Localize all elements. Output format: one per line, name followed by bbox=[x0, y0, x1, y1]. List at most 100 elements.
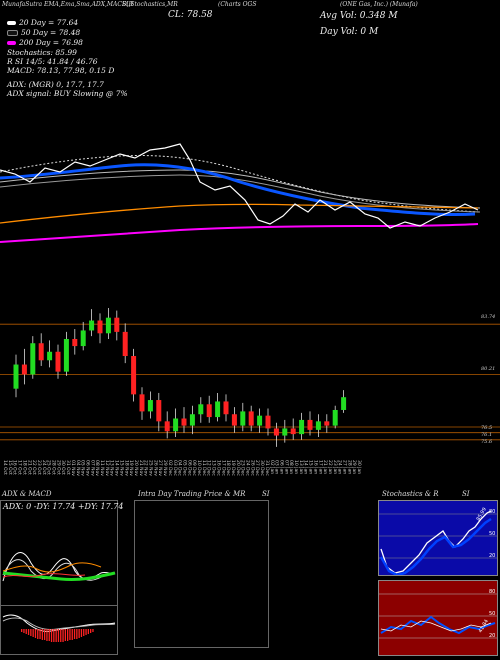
rsi-panel: 80 50 20 41.84 bbox=[378, 580, 498, 656]
candle-body bbox=[307, 419, 313, 430]
candle-body bbox=[315, 421, 321, 430]
date-tick-label: 18 Oct bbox=[21, 460, 27, 475]
candle-body bbox=[38, 343, 44, 361]
date-tick-label: 26 Nov bbox=[152, 460, 158, 476]
avg-volume: Avg Vol: 0.348 M bbox=[320, 11, 398, 21]
date-tick-label: 04 Dec bbox=[177, 460, 183, 476]
candle-body bbox=[13, 364, 19, 389]
candle-body bbox=[80, 330, 86, 347]
date-tick-label: 24 Dec bbox=[245, 460, 251, 476]
date-tick-label: 29 Oct bbox=[55, 460, 61, 475]
date-tick-label: 30 Jan bbox=[356, 460, 362, 474]
date-tick-label: 07 Nov bbox=[89, 460, 95, 476]
candle-body bbox=[240, 411, 246, 426]
candle-body bbox=[173, 418, 179, 432]
close-price: CL: 78.58 bbox=[168, 10, 213, 20]
macd-histogram-bar bbox=[85, 629, 87, 635]
candle-body bbox=[105, 317, 111, 334]
intraday-title: Intra Day Trading Price & MR bbox=[138, 490, 246, 498]
candle-body bbox=[265, 415, 271, 429]
macd-histogram-bar bbox=[62, 629, 64, 642]
date-tick-label: 18 Dec bbox=[225, 460, 231, 476]
header-indicators: SI,Stochastics,MR bbox=[122, 1, 178, 8]
candle-body bbox=[89, 320, 95, 331]
macd-histogram-bar bbox=[32, 629, 34, 637]
sma-gray-line-1 bbox=[0, 169, 481, 209]
ema50-blue-line bbox=[0, 163, 476, 217]
adx-macd-panel: ADX: 0 -DY: 17.74 +DY: 17.74 bbox=[0, 500, 123, 655]
macd-histogram-bar bbox=[50, 629, 53, 642]
stochastics-si: SI bbox=[462, 490, 470, 498]
candle-body bbox=[139, 394, 145, 412]
date-tick-label: 17 Dec bbox=[220, 460, 226, 476]
candle-body bbox=[273, 428, 279, 436]
legend-ema20: 20 Day = 77.64 bbox=[7, 18, 78, 27]
candle-body bbox=[257, 415, 263, 426]
date-tick-label: 05 Nov bbox=[80, 460, 86, 476]
date-tick-label: 23 Jan bbox=[332, 460, 338, 474]
date-tick-label: 27 Nov bbox=[157, 460, 163, 476]
date-tick-label: 15 Jan bbox=[308, 460, 314, 474]
candle-body bbox=[114, 317, 120, 332]
legend-adx: ADX: (MGR) 0, 17.7, 17.7 bbox=[7, 80, 104, 89]
ema-orange-line bbox=[0, 203, 479, 224]
macd-histogram-bar bbox=[73, 629, 76, 639]
stochastics-title: Stochastics & R bbox=[382, 490, 439, 498]
price-level-76-1: 76.1 bbox=[481, 432, 493, 438]
stoch-tick-50: 50 bbox=[489, 531, 495, 537]
candle-body bbox=[290, 428, 296, 435]
date-tick-label: 31 Dec bbox=[264, 460, 270, 476]
candle-body bbox=[47, 351, 53, 361]
macd-histogram-bar bbox=[80, 629, 83, 637]
candle-body bbox=[164, 421, 170, 432]
date-tick-label: 06 Jan bbox=[278, 460, 284, 474]
date-tick-label: 03 Dec bbox=[172, 460, 178, 476]
macd-histogram-bar bbox=[23, 629, 25, 633]
moving-average-chart bbox=[0, 143, 481, 243]
candle-body bbox=[206, 404, 212, 418]
day-volume: Day Vol: 0 M bbox=[320, 27, 379, 37]
date-tick-label: 30 Oct bbox=[60, 460, 66, 475]
macd-histogram-bar bbox=[57, 629, 60, 642]
macd-histogram-bar bbox=[27, 629, 30, 635]
date-tick-label: 27 Jan bbox=[342, 460, 348, 474]
macd-histogram-bar bbox=[87, 629, 89, 634]
date-tick-label: 16 Jan bbox=[312, 460, 318, 474]
date-tick-label: 11 Nov bbox=[99, 460, 105, 476]
date-tick-label: 22 Nov bbox=[143, 460, 149, 476]
macd-histogram-bar bbox=[67, 629, 69, 641]
ema200-label: 200 Day = 76.98 bbox=[19, 38, 83, 47]
date-tick-label: 13 Jan bbox=[298, 460, 304, 474]
date-tick-label: 06 Nov bbox=[84, 460, 90, 476]
macd-histogram-bar bbox=[46, 629, 48, 641]
price-level-76-5: 76.5 bbox=[481, 425, 493, 431]
rsi-chart: 80 50 20 41.84 bbox=[379, 589, 497, 639]
macd-histogram-bar bbox=[69, 629, 71, 640]
rsi-tick-20: 20 bbox=[489, 633, 495, 639]
candle-body bbox=[147, 400, 153, 412]
rsi-blue-line bbox=[380, 615, 496, 635]
macd-histogram-bar bbox=[60, 629, 62, 642]
ema200-swatch bbox=[7, 41, 16, 45]
macd-histogram-bar bbox=[83, 629, 85, 636]
date-tick-label: 13 Nov bbox=[109, 460, 115, 476]
macd-histogram-bar bbox=[78, 629, 80, 638]
candlestick-panel: 83.74 80.21 76.5 76.1 75.6 bbox=[0, 307, 500, 460]
adx-macd-divider bbox=[1, 605, 117, 606]
date-tick-label: 25 Oct bbox=[46, 460, 52, 475]
stochastics-panel: 80 50 20 85.99 bbox=[378, 500, 498, 576]
legend-stochastics: Stochastics: 85.99 bbox=[7, 48, 77, 57]
date-tick-label: 10 Dec bbox=[196, 460, 202, 476]
adx-chart bbox=[2, 552, 116, 582]
date-tick-label: 29 Jan bbox=[351, 460, 357, 474]
date-tick-label: 20 Dec bbox=[235, 460, 241, 476]
macd-histogram-bar bbox=[76, 629, 78, 639]
legend-ema50: 50 Day = 78.48 bbox=[7, 28, 80, 37]
macd-histogram-bar bbox=[71, 629, 73, 640]
candle-body bbox=[72, 338, 78, 347]
date-tick-label: 19 Dec bbox=[230, 460, 236, 476]
price-level-83-74: 83.74 bbox=[481, 314, 496, 320]
date-tick-label: 23 Oct bbox=[36, 460, 42, 475]
ema-dotted-line bbox=[0, 155, 481, 213]
rsi-tick-80: 80 bbox=[489, 589, 495, 595]
